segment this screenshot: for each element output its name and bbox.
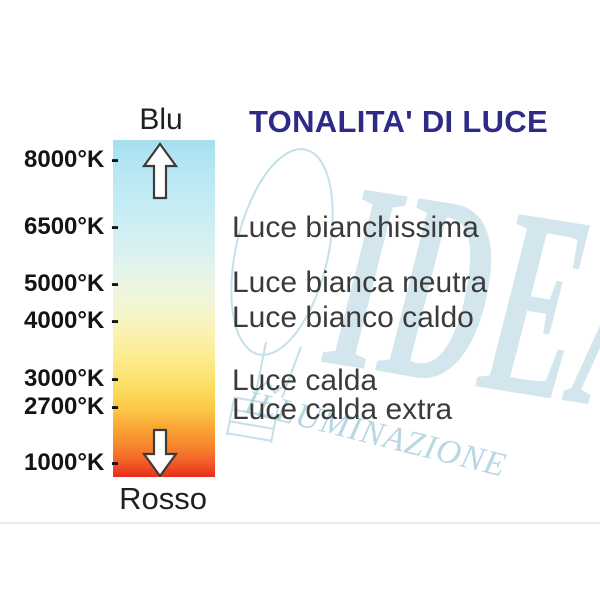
arrow-down-icon [141, 428, 179, 477]
tick-label-8000k: 8000°K - [24, 146, 119, 173]
scale-top-label-blu: Blu [139, 103, 183, 136]
description-calda: Luce calda [232, 364, 378, 397]
arrow-up-icon [141, 142, 179, 200]
tick-label-6500k: 6500°K - [24, 213, 119, 240]
tick-label-4000k: 4000°K - [24, 307, 119, 334]
tick-label-1000k: 1000°K - [24, 449, 119, 476]
description-bianchissima: Luce bianchissima [232, 211, 479, 244]
tick-label-5000k: 5000°K - [24, 270, 119, 297]
photo-edge-divider [0, 522, 600, 524]
description-bianca-neutra: Luce bianca neutra [232, 266, 488, 299]
tick-label-2700k: 2700°K - [24, 393, 119, 420]
tick-label-3000k: 3000°K - [24, 365, 119, 392]
page-title: TONALITA' DI LUCE [249, 104, 548, 139]
description-bianco-caldo: Luce bianco caldo [232, 301, 474, 334]
temperature-gradient-bar [113, 140, 215, 477]
scale-bottom-label-rosso: Rosso [119, 481, 207, 516]
description-calda-extra: Luce calda extra [232, 393, 453, 426]
